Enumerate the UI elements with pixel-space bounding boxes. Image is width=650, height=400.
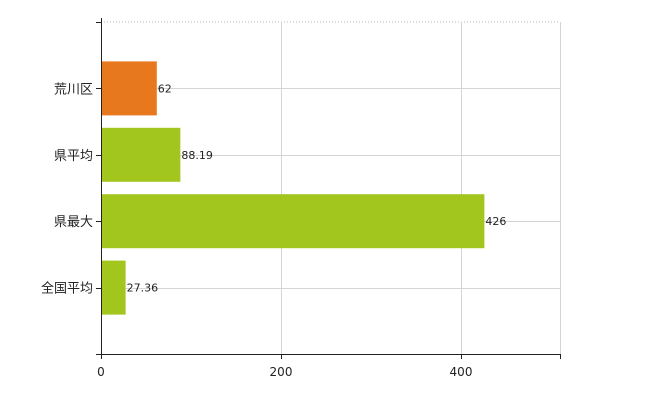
bar [101,260,126,315]
category-label: 県最大 [54,215,93,230]
data-label: 27.36 [127,282,158,295]
bars-group [101,61,485,315]
data-label: 426 [485,215,506,228]
grid-lines [101,21,561,354]
x-tick-label: 200 [270,365,293,379]
category-label: 荒川区 [54,82,93,97]
x-tick-label: 0 [97,365,105,379]
x-tick-label: 400 [450,365,473,379]
data-label: 88.19 [181,149,213,162]
category-label: 全国平均 [41,281,93,297]
axes-group [96,18,561,359]
bar [101,194,485,249]
category-label: 県平均 [54,149,93,164]
bar [101,127,181,182]
bar [101,61,157,116]
data-label: 62 [158,82,172,95]
